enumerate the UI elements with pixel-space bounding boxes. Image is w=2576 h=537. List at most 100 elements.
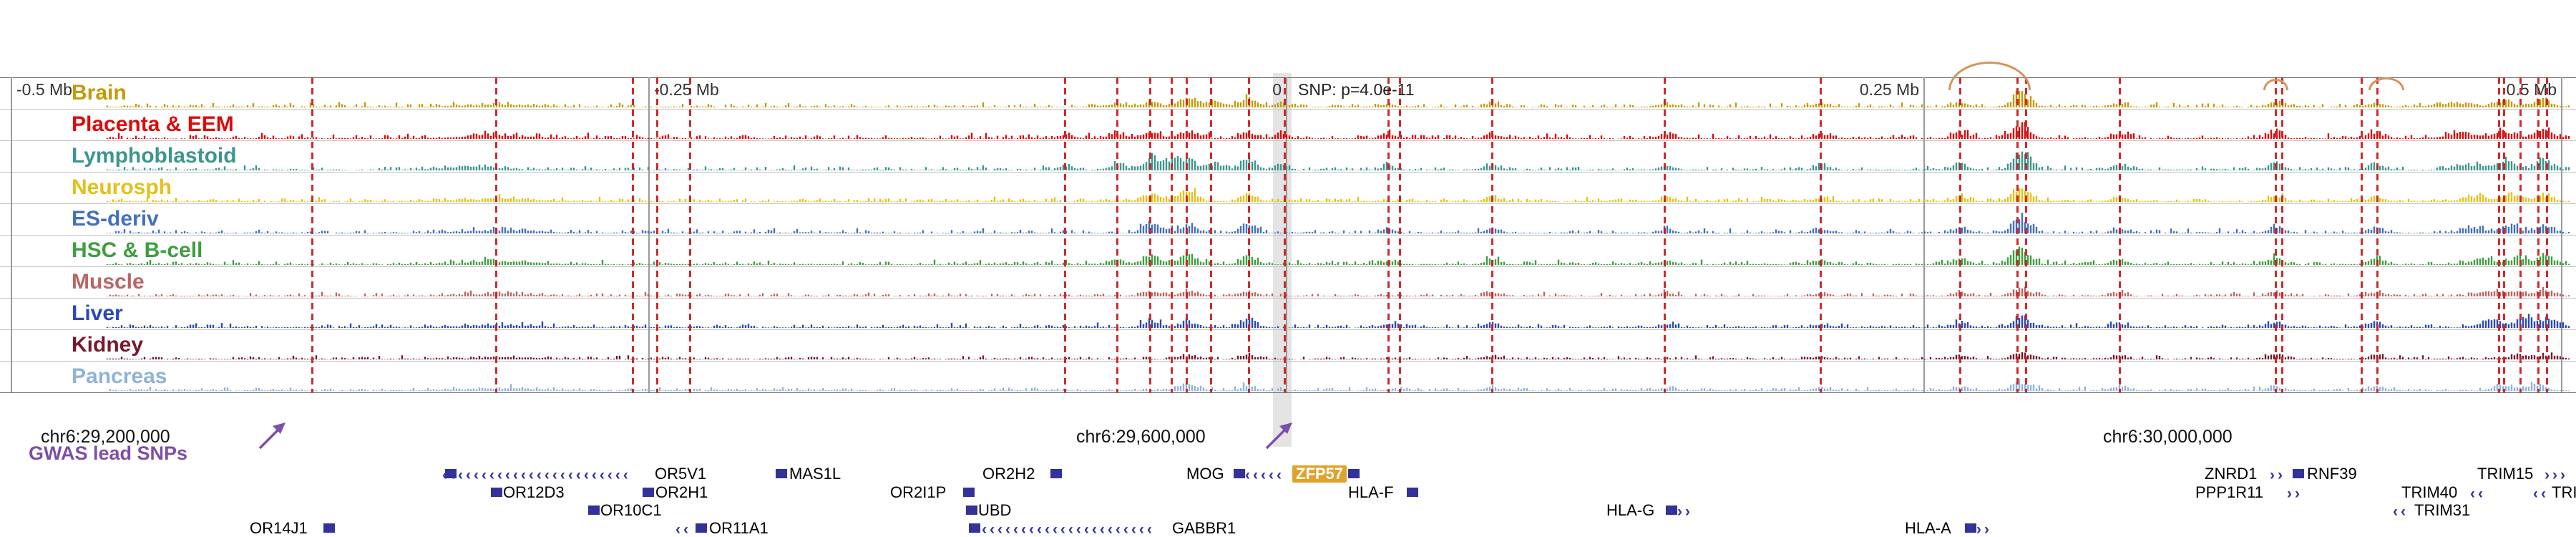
ruler-tick <box>11 77 12 392</box>
coordinate-label-left: chr6:29,200,000 <box>41 427 170 447</box>
gene-label-ppp1r11: PPP1R11 <box>2195 483 2263 501</box>
snp-line <box>2275 77 2277 392</box>
gene-exon-box <box>588 505 600 515</box>
gene-strand-chevrons: ››› <box>2545 468 2567 483</box>
track-separator <box>0 298 2576 299</box>
gene-label-trim31: TRIM31 <box>2414 501 2471 519</box>
track-label-kidney: Kidney <box>72 333 144 357</box>
snp-line <box>1116 77 1118 392</box>
gene-exon-box <box>1348 469 1360 478</box>
track-separator <box>0 140 2576 141</box>
snp-line <box>2503 77 2505 392</box>
snp-line <box>2519 77 2522 392</box>
gene-exon-box <box>445 469 457 478</box>
gene-exon-box <box>323 523 335 533</box>
gwas-lead-snps-label: GWAS lead SNPs <box>29 442 188 464</box>
gene-label-trim1: TRIM1 <box>2552 483 2576 501</box>
gene-label-or2h1: OR2H1 <box>655 483 708 501</box>
snp-line <box>2016 77 2019 392</box>
track-row-liver[interactable]: Liver <box>0 298 2576 329</box>
track-separator <box>0 203 2576 204</box>
gene-strand-chevrons: ‹‹‹‹‹‹‹‹‹‹‹‹‹‹‹‹‹‹‹‹‹‹ <box>982 522 1155 537</box>
snp-line <box>2361 77 2363 392</box>
gene-exon-box <box>643 488 654 497</box>
track-row-muscle[interactable]: Muscle <box>0 266 2576 298</box>
track-label-lymphoblastoid: Lymphoblastoid <box>72 144 237 168</box>
snp-line <box>2119 77 2121 392</box>
gene-strand-chevrons: ›› <box>2270 468 2285 483</box>
snp-line <box>1064 77 1066 392</box>
snp-line <box>656 77 658 392</box>
track-signal-pancreas <box>106 379 2570 391</box>
ruler-tick <box>648 77 650 392</box>
snp-line <box>1387 77 1390 392</box>
snp-line <box>1149 77 1151 392</box>
ruler-tick <box>1286 77 1287 392</box>
gene-label-or5v1: OR5V1 <box>655 465 707 483</box>
track-separator <box>0 266 2576 267</box>
snp-line <box>2546 77 2548 392</box>
gene-exon-box <box>1965 523 1976 533</box>
snp-line <box>495 77 497 392</box>
track-separator <box>0 392 2576 393</box>
track-signal-kidney <box>106 352 2570 359</box>
gene-exon-box <box>966 505 977 515</box>
snp-line <box>1399 77 1401 392</box>
snp-line <box>632 77 634 392</box>
gene-exon-box <box>491 488 502 497</box>
track-signal-lymphoblastoid <box>106 151 2570 170</box>
gene-strand-chevrons: ›› <box>1976 522 1989 537</box>
gene-strand-chevrons: ‹‹ <box>2393 504 2409 519</box>
gene-label-trim15: TRIM15 <box>2477 465 2534 483</box>
track-label-muscle: Muscle <box>72 270 145 294</box>
snp-line <box>1171 77 1173 392</box>
snp-line <box>1820 77 1822 392</box>
gene-exon-box <box>969 523 980 533</box>
gene-strand-chevrons: ‹‹‹‹‹ <box>1245 468 1284 483</box>
snp-line <box>2281 77 2283 392</box>
snp-line <box>1959 77 1961 392</box>
coordinate-label-center: chr6:29,600,000 <box>1076 427 1206 447</box>
track-row-kidney[interactable]: Kidney <box>0 329 2576 361</box>
snp-line <box>2537 77 2540 392</box>
ruler-tick <box>1923 77 1925 392</box>
gene-label-or2i1p: OR2I1P <box>890 483 947 501</box>
gene-exon-box <box>2293 469 2304 478</box>
track-row-lymphoblastoid[interactable]: Lymphoblastoid <box>0 140 2576 172</box>
track-separator <box>0 172 2576 173</box>
track-label-liver: Liver <box>72 301 123 325</box>
gene-exon-box <box>1407 488 1418 497</box>
snp-line <box>1248 77 1250 392</box>
gene-exon-box <box>776 469 787 478</box>
gene-label-zfp57: ZFP57 <box>1292 465 1347 483</box>
gene-exon-box <box>1050 469 1062 478</box>
gene-label-trim40: TRIM40 <box>2401 483 2458 501</box>
snp-line <box>1284 77 1286 392</box>
ruler-tick-label: -0.25 Mb <box>654 80 719 99</box>
snp-line <box>311 77 313 392</box>
gene-label-znrd1: ZNRD1 <box>2205 465 2258 483</box>
track-label-pancreas: Pancreas <box>72 364 167 388</box>
gene-label-rnf39: RNF39 <box>2307 465 2357 483</box>
track-separator <box>0 235 2576 236</box>
gene-exon-box <box>696 523 707 533</box>
track-separator <box>0 77 2576 78</box>
track-label-neurosph: Neurosph <box>72 175 172 199</box>
ruler-tick-label: 0 <box>1272 80 1282 99</box>
gene-label-hla-a: HLA-A <box>1905 519 1951 537</box>
ruler-tick-label: 0.25 Mb <box>1859 80 1919 99</box>
snp-line <box>2498 77 2500 392</box>
track-label-brain: Brain <box>72 81 127 105</box>
snp-line <box>1210 77 1212 392</box>
gene-label-mas1l: MAS1L <box>789 465 841 483</box>
gene-strand-chevrons: ›› <box>1677 504 1692 519</box>
track-row-pancreas[interactable]: Pancreas <box>0 361 2576 392</box>
gene-exon-box <box>1666 505 1677 515</box>
gene-label-hla-f: HLA-F <box>1348 483 1394 501</box>
gene-exon-box <box>1234 469 1245 478</box>
gene-strand-chevrons: ‹‹ <box>2470 486 2486 501</box>
ruler-tick <box>2561 77 2562 392</box>
gene-strand-chevrons: ‹‹‹‹‹‹‹‹‹‹‹‹‹‹‹‹‹‹‹‹‹‹‹‹ <box>442 468 631 483</box>
track-signal-muscle <box>106 286 2570 296</box>
